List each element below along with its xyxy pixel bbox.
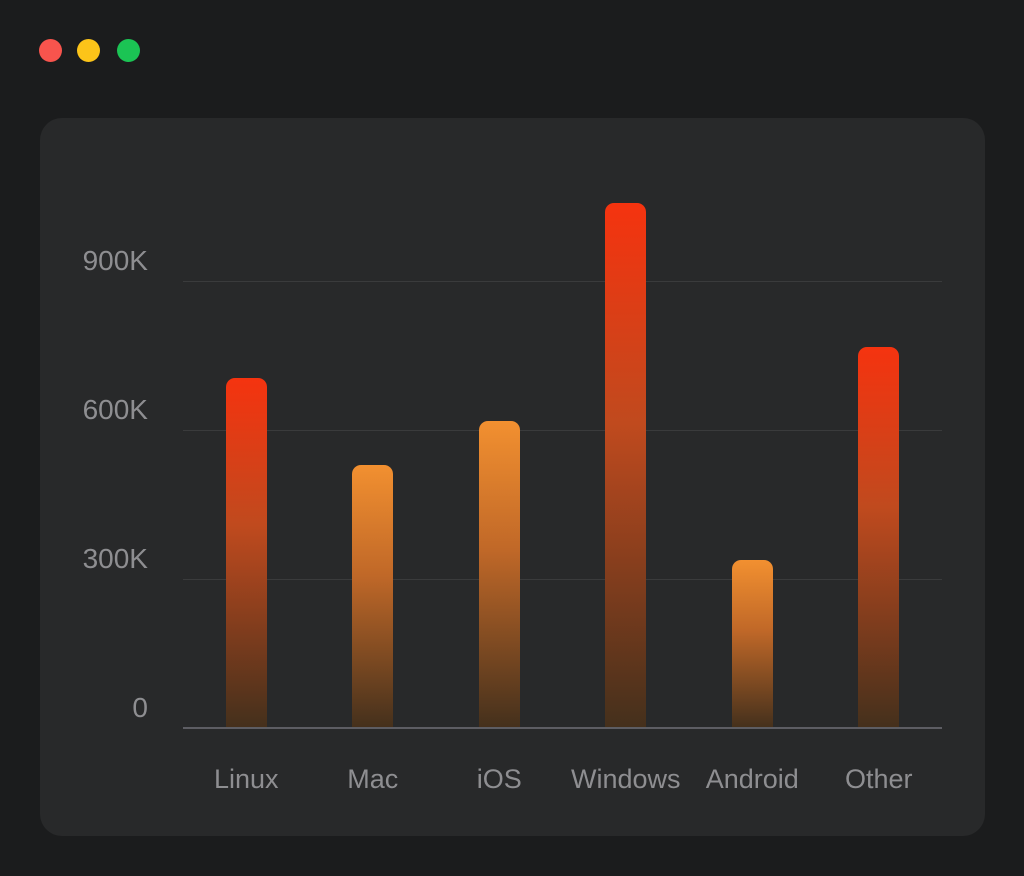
bar-other[interactable] — [858, 347, 900, 728]
window-close-button[interactable] — [39, 39, 62, 62]
x-axis-label-windows: Windows — [570, 764, 681, 794]
gridline-900K — [183, 281, 942, 282]
bar-mac[interactable] — [352, 465, 394, 728]
x-axis-label-ios: iOS — [476, 764, 522, 794]
gridline-300K — [183, 579, 942, 580]
bar-linux[interactable] — [225, 377, 267, 728]
y-axis-label-900K: 900K — [82, 245, 148, 276]
x-axis-label-linux: Linux — [213, 764, 279, 794]
bar-ios[interactable] — [478, 421, 520, 728]
y-axis-label-300K: 300K — [82, 543, 148, 574]
window-titlebar — [0, 0, 1024, 100]
x-axis-label-android: Android — [705, 764, 799, 794]
gridline-600K — [183, 430, 942, 431]
bar-windows[interactable] — [605, 203, 647, 728]
x-axis-label-other: Other — [844, 764, 913, 794]
x-axis-line — [183, 727, 942, 729]
y-axis-label-600K: 600K — [82, 394, 148, 425]
window-minimize-button[interactable] — [77, 39, 100, 62]
bar-chart: 0 300K 600K 900K Linux Mac iOS Windows Android O… — [40, 118, 985, 836]
chart-card: 0 300K 600K 900K Linux Mac iOS Windows Android O… — [40, 118, 985, 836]
window-zoom-button[interactable] — [117, 39, 140, 62]
y-axis-label-0: 0 — [132, 692, 148, 723]
bar-android[interactable] — [731, 560, 773, 728]
x-axis-label-mac: Mac — [347, 764, 399, 794]
